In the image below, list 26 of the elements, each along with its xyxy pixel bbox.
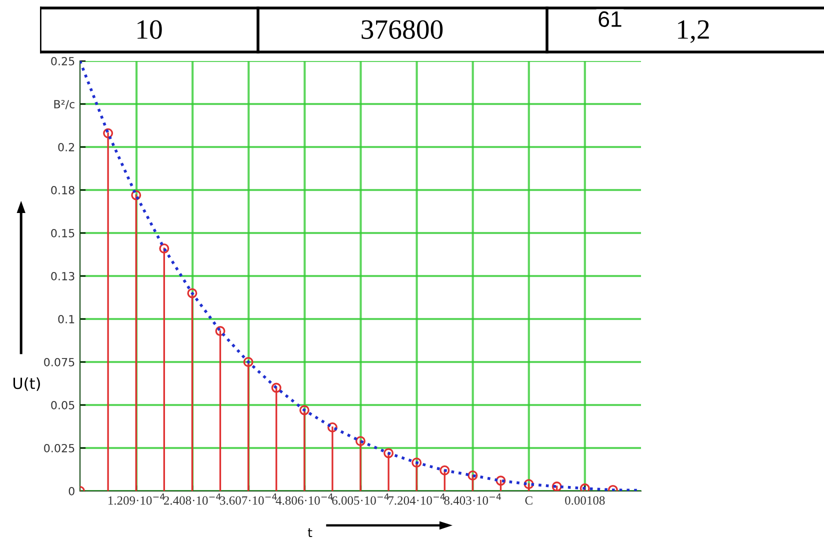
y-tick-label: 0.05 bbox=[51, 400, 74, 410]
y-tick-label: B²/c bbox=[54, 100, 74, 110]
x-axis-title: t bbox=[308, 528, 312, 538]
x-tick-label: 4.806·10$^{−4}$ bbox=[276, 493, 333, 505]
y-tick-label: 0.075 bbox=[44, 358, 74, 366]
x-tick-label: C bbox=[525, 496, 532, 505]
x-tick-label: 3.607·10$^{−4}$ bbox=[220, 493, 277, 505]
y-tick-label: 0.1 bbox=[58, 314, 74, 324]
text: 376800 bbox=[362, 20, 443, 39]
y-tick-label: 0.15 bbox=[51, 228, 74, 238]
text: 61 bbox=[598, 11, 622, 27]
y-tick-label: 0.025 bbox=[44, 444, 74, 452]
y-tick-label: 0.25 bbox=[51, 56, 74, 66]
x-tick-label: 7.204·10$^{−4}$ bbox=[388, 493, 445, 505]
x-tick-label: 2.408·10$^{−4}$ bbox=[164, 493, 221, 505]
text: 1,2 bbox=[678, 20, 709, 43]
x-tick-label: 1.209·10$^{−4}$ bbox=[108, 493, 165, 505]
text: 10 bbox=[138, 20, 162, 39]
y-tick-label: 0 bbox=[68, 486, 74, 496]
x-tick-label: 6.005·10$^{−4}$ bbox=[332, 493, 389, 505]
x-tick-label: 0.00108 bbox=[565, 496, 605, 505]
y-tick-label: 0.18 bbox=[51, 186, 74, 194]
y-tick-label: 0.13 bbox=[51, 272, 74, 280]
y-tick-label: 0.2 bbox=[58, 142, 74, 152]
y-axis-title: U(t) bbox=[13, 377, 40, 391]
x-tick-label: 8.403·10$^{−4}$ bbox=[444, 493, 502, 505]
